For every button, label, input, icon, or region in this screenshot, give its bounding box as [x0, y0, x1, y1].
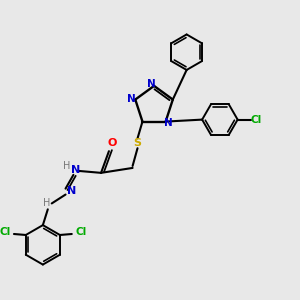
Text: N: N [67, 186, 76, 196]
Text: H: H [43, 198, 50, 208]
Text: N: N [164, 118, 173, 128]
Text: Cl: Cl [0, 227, 11, 237]
Text: N: N [71, 165, 80, 175]
Text: H: H [63, 161, 70, 171]
Text: N: N [127, 94, 136, 103]
Text: O: O [107, 138, 117, 148]
Text: Cl: Cl [75, 227, 86, 237]
Text: S: S [134, 138, 142, 148]
Text: Cl: Cl [251, 115, 262, 124]
Text: N: N [147, 79, 155, 89]
